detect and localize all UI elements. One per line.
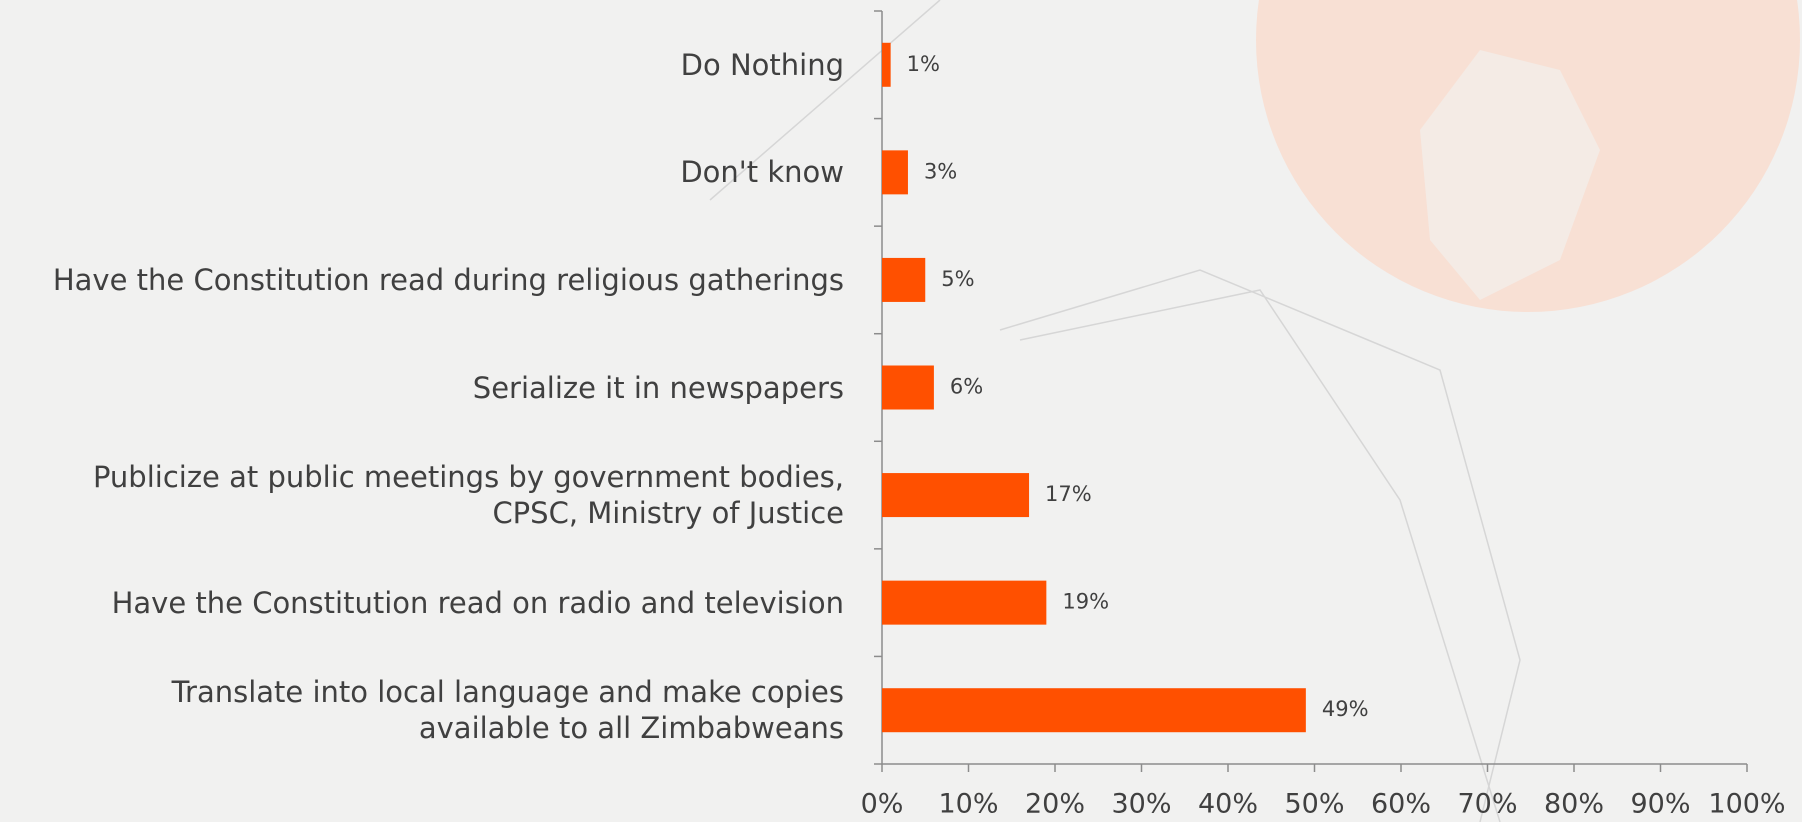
x-tick-label: 30% bbox=[1111, 789, 1171, 820]
x-tick-label: 70% bbox=[1457, 789, 1517, 820]
value-label: 3% bbox=[924, 159, 957, 183]
bar bbox=[882, 688, 1306, 733]
value-label: 19% bbox=[1062, 590, 1109, 614]
value-label: 49% bbox=[1322, 697, 1369, 721]
bar bbox=[882, 42, 891, 87]
decoration bbox=[1420, 50, 1600, 300]
category-label: Don't know bbox=[680, 155, 844, 190]
category-label: Publicize at public meetings by governme… bbox=[92, 460, 844, 531]
x-tick-label: 10% bbox=[938, 789, 998, 820]
bar bbox=[882, 150, 908, 195]
x-tick-label: 80% bbox=[1544, 789, 1604, 820]
value-label: 1% bbox=[907, 52, 940, 76]
bar bbox=[882, 365, 934, 410]
bar bbox=[882, 473, 1030, 518]
category-label: Have the Constitution read during religi… bbox=[52, 262, 844, 297]
bar bbox=[882, 257, 926, 302]
x-tick-label: 50% bbox=[1284, 789, 1344, 820]
x-tick-label: 100% bbox=[1708, 789, 1785, 820]
value-label: 6% bbox=[950, 375, 983, 399]
x-tick-label: 20% bbox=[1025, 789, 1085, 820]
decoration bbox=[709, 0, 1521, 822]
category-label: Have the Constitution read on radio and … bbox=[111, 585, 844, 620]
value-label: 5% bbox=[941, 267, 974, 291]
bar bbox=[882, 580, 1047, 625]
value-label: 17% bbox=[1045, 482, 1092, 506]
category-label: Serialize it in newspapers bbox=[472, 370, 844, 405]
x-tick-label: 60% bbox=[1371, 789, 1431, 820]
x-tick-label: 40% bbox=[1198, 789, 1258, 820]
category-label: Translate into local language and make c… bbox=[171, 675, 844, 746]
x-tick-label: 0% bbox=[861, 789, 904, 820]
category-label: Do Nothing bbox=[680, 47, 844, 82]
x-tick-label: 90% bbox=[1630, 789, 1690, 820]
